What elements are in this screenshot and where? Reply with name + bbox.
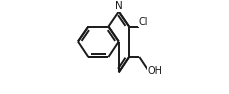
Text: N: N xyxy=(114,1,122,11)
Text: Cl: Cl xyxy=(138,17,148,27)
Text: OH: OH xyxy=(147,66,162,76)
